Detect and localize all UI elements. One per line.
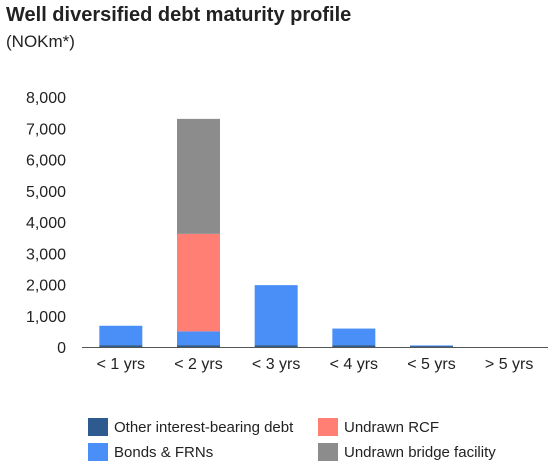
- bar-segment: [254, 345, 298, 347]
- bar-segment: [99, 345, 143, 347]
- legend-swatch: [88, 443, 108, 461]
- bar-segment: [177, 345, 220, 347]
- y-tick-label: 0: [57, 340, 66, 357]
- y-tick-label: 2,000: [26, 278, 66, 295]
- y-tick-label: 7,000: [26, 121, 66, 138]
- bar-chart: 8,000 7,000 6,000 5,000 4,000 3,000 2,000 1,000…: [26, 90, 548, 373]
- legend-item-undrawn-rcf: Undrawn RCF: [318, 418, 439, 436]
- chart-subtitle: (NOKm*): [6, 32, 75, 51]
- x-tick-label: < 2 yrs: [174, 356, 222, 373]
- legend-item-bonds: Bonds & FRNs: [88, 443, 213, 461]
- bar-segment: [177, 118, 220, 234]
- x-tick-label: < 4 yrs: [330, 356, 378, 373]
- chart-title: Well diversified debt maturity profile: [6, 4, 352, 26]
- y-tick-label: 1,000: [26, 309, 66, 326]
- y-tick-label: 4,000: [26, 215, 66, 232]
- y-tick-label: 6,000: [26, 153, 66, 170]
- legend-label: Other interest-bearing debt: [114, 418, 294, 436]
- bar-segment: [254, 285, 298, 346]
- legend-label: Bonds & FRNs: [114, 443, 214, 461]
- legend-swatch: [318, 418, 338, 436]
- bar-segment: [410, 346, 453, 347]
- y-tick-label: 3,000: [26, 246, 66, 263]
- x-tick-label: < 3 yrs: [252, 356, 300, 373]
- legend-swatch: [318, 443, 338, 461]
- legend-item-other-debt: Other interest-bearing debt: [88, 418, 293, 436]
- legend-label: Undrawn bridge facility: [344, 443, 496, 461]
- legend-swatch: [88, 418, 108, 436]
- bar-segment: [177, 331, 220, 346]
- legend-item-undrawn-bridge: Undrawn bridge facility: [318, 443, 496, 461]
- bar-segment: [99, 325, 143, 346]
- bar-segment: [332, 328, 376, 346]
- x-tick-label: < 5 yrs: [407, 356, 455, 373]
- y-tick-label: 8,000: [26, 90, 66, 107]
- x-tick-label: > 5 yrs: [485, 356, 533, 373]
- x-tick-label: < 1 yrs: [97, 356, 145, 373]
- bar-segment: [177, 233, 220, 332]
- bar-segment: [410, 345, 453, 347]
- y-tick-label: 5,000: [26, 184, 66, 201]
- legend-label: Undrawn RCF: [344, 418, 440, 436]
- bar-segment: [332, 345, 376, 347]
